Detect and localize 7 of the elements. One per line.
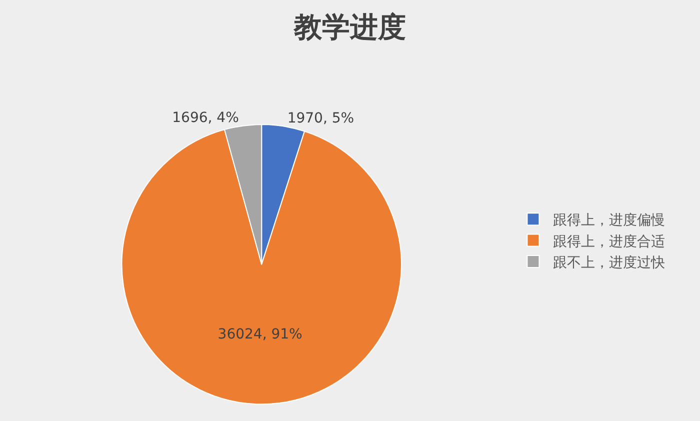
data-label: 1970, 5% (287, 110, 354, 126)
data-label: 36024, 91% (218, 326, 302, 342)
legend-label: 跟不上，进度过快 (553, 254, 666, 271)
legend-label: 跟得上，进度偏慢 (553, 212, 666, 229)
chart-title: 教学进度 (293, 10, 406, 44)
data-label: 1696, 4% (172, 110, 239, 126)
legend-label: 跟得上，进度合适 (553, 234, 666, 250)
